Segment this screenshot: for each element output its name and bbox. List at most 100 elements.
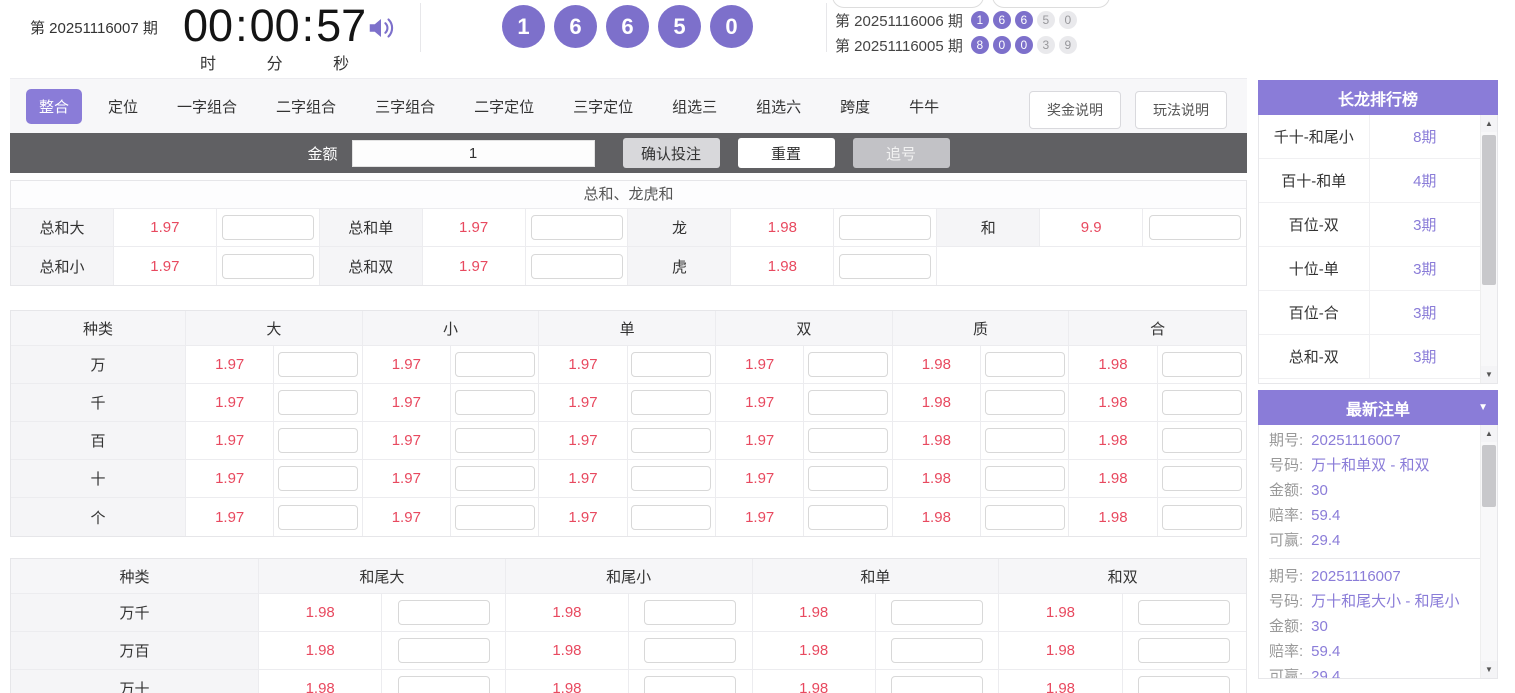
bet-input[interactable] <box>891 638 984 663</box>
scrollbar[interactable]: ▲ ▼ <box>1480 425 1497 678</box>
scrollbar-thumb[interactable] <box>1482 135 1496 285</box>
odds-value: 1.98 <box>999 670 1123 693</box>
tab-group-select-6[interactable]: 组选六 <box>756 98 802 116</box>
bet-input[interactable] <box>221 253 314 279</box>
bet-input[interactable] <box>644 600 737 625</box>
tab-group-select-3[interactable]: 组选三 <box>672 98 718 116</box>
odds-value: 1.98 <box>893 498 981 536</box>
bet-input[interactable] <box>454 352 535 377</box>
odds-value: 1.97 <box>363 460 451 497</box>
bet-input[interactable] <box>644 676 737 693</box>
bet-input[interactable] <box>984 504 1065 530</box>
bet-input[interactable] <box>1161 504 1242 530</box>
bet-input[interactable] <box>277 428 358 453</box>
bet-input[interactable] <box>631 390 712 415</box>
bet-input[interactable] <box>807 390 888 415</box>
tab-integrate[interactable]: 整合 <box>26 88 83 124</box>
bet-input[interactable] <box>644 638 737 663</box>
bet-input[interactable] <box>807 352 888 377</box>
bet-input[interactable] <box>1138 676 1231 693</box>
scroll-up-arrow[interactable]: ▲ <box>1481 115 1497 132</box>
bet-input[interactable] <box>891 676 984 693</box>
bet-input[interactable] <box>277 352 358 377</box>
bet-input[interactable] <box>1161 352 1242 377</box>
odds-value: 1.97 <box>716 384 805 421</box>
panel-title: 长龙排行榜 <box>1337 91 1418 109</box>
sound-speaker-icon[interactable] <box>366 13 396 43</box>
tab-3char-combo[interactable]: 三字组合 <box>375 98 436 116</box>
odds-value: 1.97 <box>539 498 628 536</box>
bet-input[interactable] <box>277 504 358 530</box>
scrollbar-thumb[interactable] <box>1482 445 1496 507</box>
history-ball: 6 <box>992 11 1011 29</box>
tab-1char-combo[interactable]: 一字组合 <box>177 98 238 116</box>
bet-input[interactable] <box>1161 390 1242 415</box>
bet-input[interactable] <box>1138 600 1231 625</box>
scroll-down-arrow[interactable]: ▼ <box>1481 366 1497 383</box>
table-row: 总和大 1.97 总和单 1.97 龙 1.98 和 9.9 <box>11 209 1246 247</box>
bet-input[interactable] <box>984 466 1065 491</box>
reset-button[interactable]: 重置 <box>737 138 835 168</box>
bet-input[interactable] <box>807 504 888 530</box>
bet-input[interactable] <box>454 390 535 415</box>
bet-input[interactable] <box>397 676 490 693</box>
confirm-bet-button[interactable]: 确认投注 <box>622 138 720 168</box>
column-header: 合 <box>1150 320 1166 338</box>
bet-input[interactable] <box>807 428 888 453</box>
tab-span[interactable]: 跨度 <box>840 98 871 116</box>
order-win: 29.4 <box>1311 668 1341 679</box>
row-label: 千 <box>11 384 186 421</box>
bet-input[interactable] <box>839 215 932 240</box>
bet-input[interactable] <box>807 466 888 491</box>
bet-input[interactable] <box>631 504 712 530</box>
bet-input[interactable] <box>984 390 1065 415</box>
bet-input[interactable] <box>984 428 1065 453</box>
scroll-down-arrow[interactable]: ▼ <box>1481 661 1497 678</box>
bet-input[interactable] <box>839 253 932 279</box>
bet-input[interactable] <box>221 215 314 240</box>
scrollbar[interactable]: ▲ ▼ <box>1480 115 1497 383</box>
amount-input[interactable] <box>351 139 595 167</box>
dragon-rank-row: 百位-双 3期 <box>1259 203 1480 247</box>
tab-2char-position[interactable]: 二字定位 <box>474 98 535 116</box>
bet-input[interactable] <box>891 600 984 625</box>
countdown-timer: 00 时 : 00 分 : 57 秒 <box>183 0 366 74</box>
bet-input[interactable] <box>454 504 535 530</box>
bet-input[interactable] <box>1161 428 1242 453</box>
play-help-button[interactable]: 玩法说明 <box>1135 91 1227 129</box>
bet-input[interactable] <box>1161 466 1242 491</box>
bet-input[interactable] <box>1148 215 1241 240</box>
divider <box>826 3 827 52</box>
collapse-caret-icon[interactable]: ▼ <box>1478 402 1488 413</box>
odds-value: 1.97 <box>716 498 805 536</box>
bet-input[interactable] <box>454 466 535 491</box>
prize-help-button[interactable]: 奖金说明 <box>1029 91 1121 129</box>
bet-input[interactable] <box>984 352 1065 377</box>
bet-option-label: 总和双 <box>319 247 423 285</box>
tab-2char-combo[interactable]: 二字组合 <box>276 98 337 116</box>
history-ball: 3 <box>1036 36 1055 54</box>
scroll-up-arrow[interactable]: ▲ <box>1481 425 1497 442</box>
tab-niuniu[interactable]: 牛牛 <box>909 98 940 116</box>
order-issue: 20251116007 <box>1311 568 1401 585</box>
bet-input[interactable] <box>1138 638 1231 663</box>
table-row: 万十 1.98 1.98 1.98 1.98 <box>11 670 1246 693</box>
dragon-count: 3期 <box>1413 305 1437 322</box>
bet-input[interactable] <box>530 215 623 240</box>
empty-cell <box>937 247 1246 285</box>
bet-input[interactable] <box>277 390 358 415</box>
bet-input[interactable] <box>631 428 712 453</box>
chase-number-button[interactable]: 追号 <box>852 138 950 168</box>
bet-input[interactable] <box>277 466 358 491</box>
bet-input[interactable] <box>397 600 490 625</box>
bet-input[interactable] <box>631 352 712 377</box>
bet-input[interactable] <box>631 466 712 491</box>
countdown-colon: : <box>235 0 248 51</box>
bet-input[interactable] <box>397 638 490 663</box>
partial-button[interactable] <box>992 0 1110 8</box>
partial-button[interactable] <box>832 0 984 8</box>
bet-input[interactable] <box>530 253 623 279</box>
tab-3char-position[interactable]: 三字定位 <box>573 98 634 116</box>
bet-input[interactable] <box>454 428 535 453</box>
tab-position[interactable]: 定位 <box>108 98 139 116</box>
